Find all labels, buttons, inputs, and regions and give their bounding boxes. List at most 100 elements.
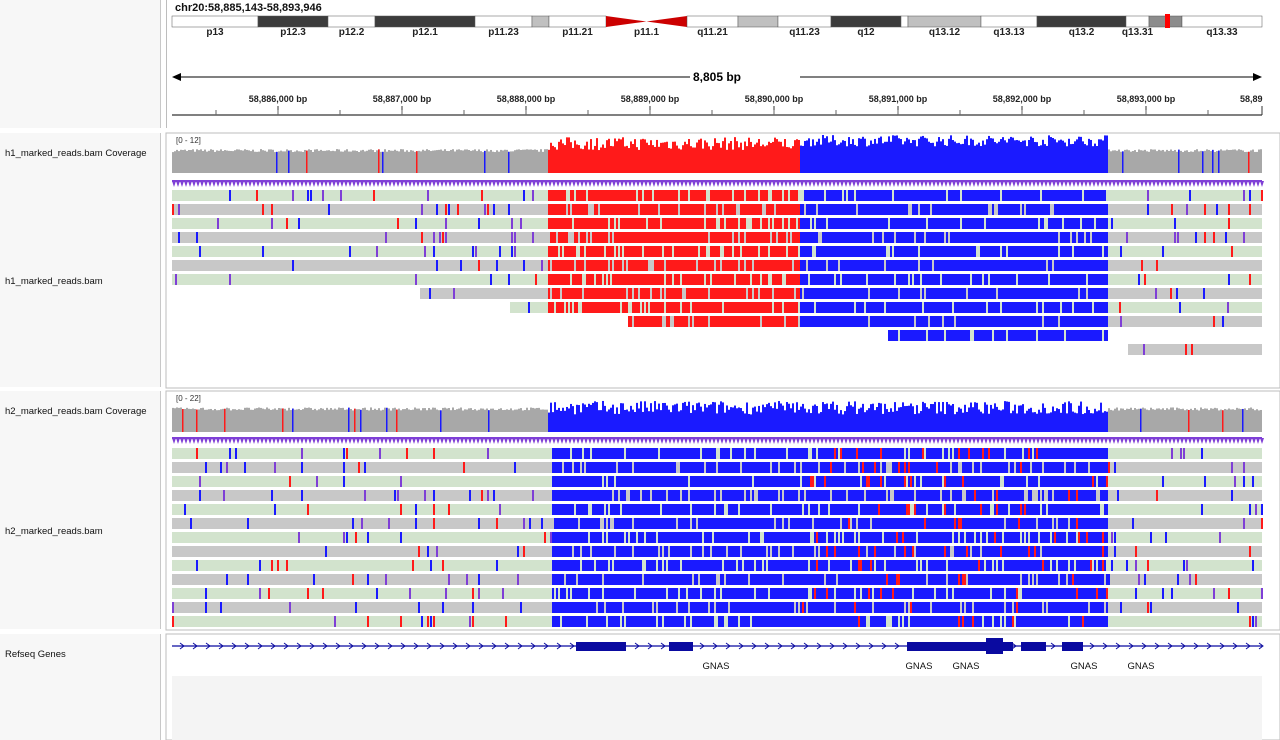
methylation-call [848,274,850,285]
refseq-genes-track-name[interactable]: Refseq Genes [5,649,66,660]
methylation-call [940,218,942,229]
methylation-call [880,274,882,285]
coverage-bar [1224,150,1226,173]
methylation-call [806,316,808,327]
methylation-call [956,330,958,341]
methylation-call [1012,260,1014,271]
methylation-call [930,190,932,201]
methylation-call [762,260,764,271]
methylation-call [1094,316,1096,327]
methylation-call [756,260,758,271]
insertion-strip [1068,181,1072,187]
coverage-bar [968,145,970,173]
methylation-call [636,232,638,243]
methylation-call [960,330,962,341]
methylation-call [604,448,606,459]
methylation-call [628,246,630,257]
methylation-call [686,274,688,285]
coverage-bar [1096,146,1098,173]
methylation-call [1002,218,1004,229]
methylation-call [858,204,860,215]
coverage-bar [702,148,704,173]
methylation-call [812,260,814,271]
methylation-call [1088,448,1090,459]
insertion-strip [984,438,988,444]
methylation-call [556,218,558,229]
methylation-call [1024,330,1026,341]
coverage-bar [1234,149,1236,173]
coverage-bar [448,151,450,173]
methylation-call [954,190,956,201]
methylation-call [764,302,766,313]
insertion-strip [948,181,952,187]
methylation-call [798,260,800,271]
methylation-call [674,448,676,459]
insertion-strip [784,181,788,187]
methylation-call [578,448,580,459]
coverage-bar [942,402,944,432]
methylation-call [692,190,694,201]
coverage-bar [412,409,414,432]
coverage-bar [1080,401,1082,432]
methylation-call [1098,448,1100,459]
insertion-strip [500,438,504,444]
methylation-call [688,274,690,285]
methylation-call [948,288,950,299]
methylation-call [720,288,722,299]
methylation-call [1070,462,1072,473]
methylation-call [588,246,590,257]
coverage-bar [494,409,496,432]
methylation-call [926,448,928,459]
methylation-call [930,302,932,313]
coverage-bar [352,150,354,173]
methylation-call [712,204,714,215]
methylation-call [598,190,600,201]
coverage-bar [784,139,786,173]
methylation-call [1203,288,1205,299]
h2-coverage-track-name[interactable]: h2_marked_reads.bam Coverage [5,406,147,417]
methylation-call [1092,218,1094,229]
methylation-call [804,302,806,313]
methylation-call [730,232,732,243]
h1-coverage-track-name[interactable]: h1_marked_reads.bam Coverage [5,148,147,159]
methylation-call [558,274,560,285]
insertion-strip [440,438,444,444]
coverage-bar [406,408,408,432]
methylation-call [888,204,890,215]
methylation-call [1147,190,1149,201]
methylation-call [566,232,568,243]
insertion-strip [1064,181,1068,187]
coverage-bar [758,139,760,173]
coverage-bar [1186,409,1188,432]
methylation-call [866,302,868,313]
coverage-bar [492,408,494,432]
coverage-bar [912,406,914,432]
methylation-call [966,448,968,459]
methylation-call [798,274,800,285]
insertion-strip [896,438,900,444]
methylation-call [942,204,944,215]
methylation-call [1068,316,1070,327]
methylation-call [990,288,992,299]
methylation-call [640,288,642,299]
coverage-bar [444,407,446,432]
h1-reads-track-name[interactable]: h1_marked_reads.bam [5,276,103,287]
methylation-call [716,288,718,299]
methylation-call [415,218,417,229]
coverage-bar [1052,406,1054,432]
methylation-call [572,246,574,257]
methylation-call [814,190,816,201]
coverage-bar [420,151,422,173]
methylation-call [604,190,606,201]
h2-reads-track-name[interactable]: h2_marked_reads.bam [5,526,103,537]
coverage-bar [178,151,180,173]
methylation-call [754,316,756,327]
coverage-bar [1200,150,1202,173]
methylation-call [946,316,948,327]
methylation-call [734,204,736,215]
methylation-call [880,302,882,313]
methylation-call [1100,204,1102,215]
insertion-strip [460,438,464,444]
methylation-call [716,232,718,243]
